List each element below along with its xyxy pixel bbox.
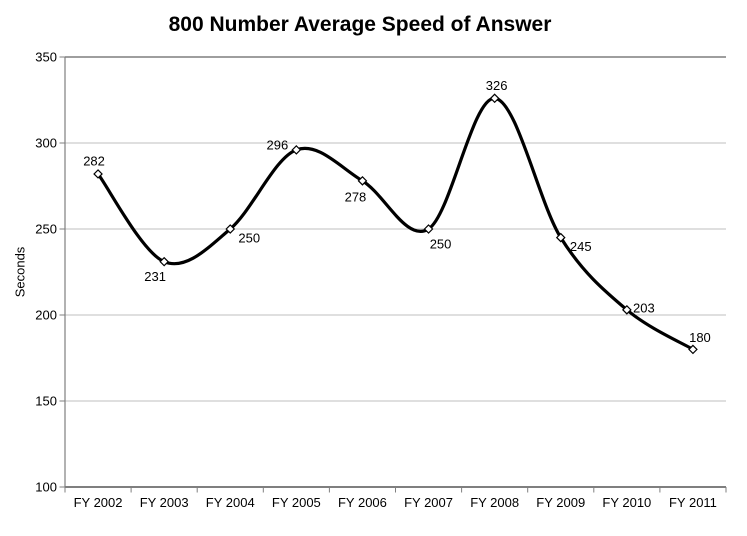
data-point-marker — [225, 224, 236, 234]
x-tick-label: FY 2004 — [206, 495, 255, 510]
y-tick-label: 350 — [35, 50, 57, 65]
x-tick-label: FY 2011 — [669, 495, 717, 510]
data-point-marker — [159, 256, 169, 267]
series-line — [96, 96, 695, 351]
x-tick-label: FY 2002 — [74, 495, 123, 510]
data-point-marker — [622, 304, 632, 315]
data-label: 250 — [430, 237, 452, 252]
data-point-marker — [489, 93, 500, 104]
x-tick-label: FY 2008 — [470, 495, 519, 510]
x-tick-label: FY 2010 — [602, 495, 651, 510]
data-point-marker — [423, 224, 434, 234]
data-label: 326 — [486, 78, 508, 93]
y-tick-label: 200 — [35, 308, 57, 323]
x-tick-label: FY 2007 — [404, 495, 453, 510]
data-label: 203 — [633, 300, 655, 315]
data-point-marker — [555, 232, 566, 243]
data-point-marker — [688, 344, 698, 355]
chart-title: 800 Number Average Speed of Answer — [168, 13, 552, 36]
x-tick-label: FY 2006 — [338, 495, 387, 510]
x-tick-label: FY 2005 — [272, 495, 321, 510]
data-label: 180 — [689, 330, 711, 345]
data-label: 250 — [238, 231, 260, 246]
data-label: 231 — [144, 269, 166, 284]
data-label: 278 — [345, 189, 367, 204]
x-tick-label: FY 2003 — [140, 495, 189, 510]
y-tick-label: 100 — [35, 480, 57, 495]
data-point-marker — [93, 169, 103, 179]
data-point-marker — [357, 175, 368, 186]
data-label: 245 — [570, 239, 592, 254]
y-axis-title: Seconds — [12, 246, 28, 298]
x-tick-label: FY 2009 — [536, 495, 585, 510]
data-label: 282 — [83, 153, 105, 168]
y-tick-label: 150 — [35, 394, 57, 409]
y-tick-label: 250 — [35, 222, 57, 237]
data-point-marker — [291, 145, 302, 155]
data-label: 296 — [266, 137, 288, 152]
y-tick-label: 300 — [35, 136, 57, 151]
